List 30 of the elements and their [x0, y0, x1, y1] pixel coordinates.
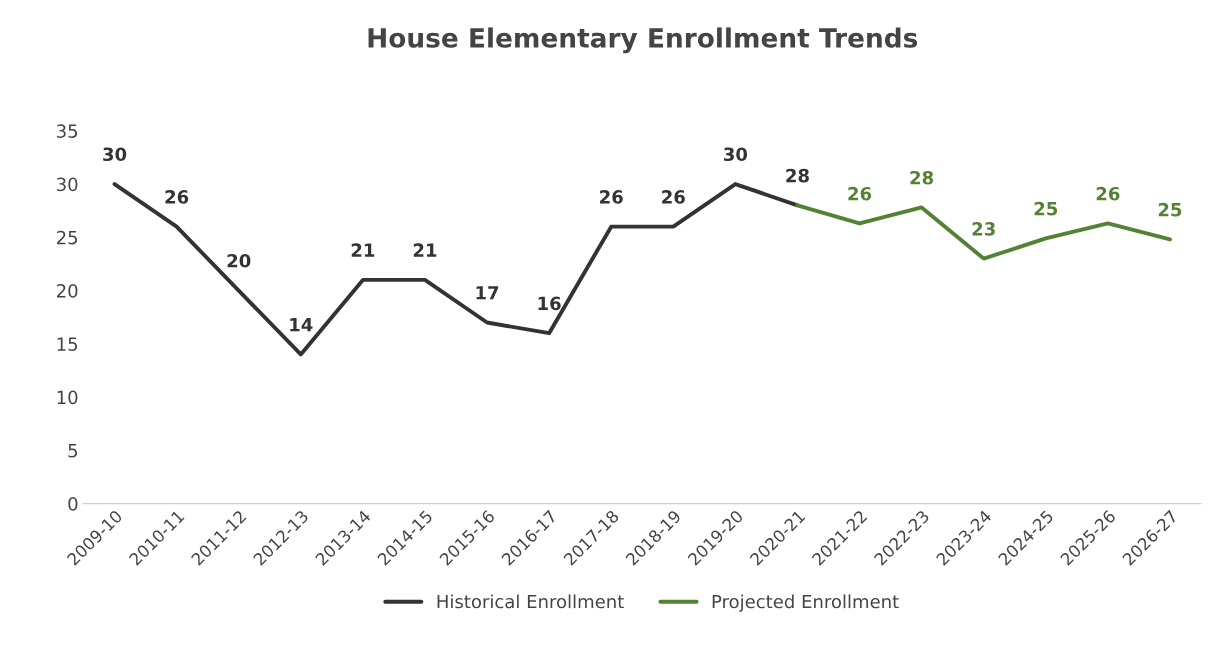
y-tick-label: 10 — [57, 390, 78, 405]
y-tick-label: 20 — [56, 284, 78, 298]
data-label: 30 — [724, 147, 748, 162]
data-label: 14 — [290, 318, 313, 332]
data-label: 26 — [600, 190, 623, 204]
y-tick-label: 5 — [68, 444, 78, 458]
data-label: 26 — [1096, 186, 1120, 201]
legend-label: Historical Enrollment — [437, 594, 624, 609]
chart-title: House Elementary Enrollment Trends — [368, 27, 918, 54]
y-tick-label: 25 — [56, 230, 78, 245]
data-label: 16 — [538, 296, 561, 311]
data-label: 26 — [848, 186, 872, 201]
data-label: 17 — [476, 286, 499, 300]
data-label: 26 — [165, 190, 189, 204]
data-label: 21 — [351, 243, 375, 257]
data-label: 21 — [413, 243, 437, 257]
line-series — [112, 182, 800, 357]
y-tick-label: 35 — [57, 124, 78, 138]
data-label: 28 — [910, 170, 934, 185]
data-label: 28 — [786, 168, 809, 183]
y-tick-label: 30 — [57, 177, 78, 192]
y-tick-label: 15 — [57, 337, 78, 351]
data-label: 30 — [103, 147, 127, 162]
legend-label: Projected Enrollment — [712, 594, 899, 612]
y-tick-label: 0 — [68, 497, 78, 511]
data-label: 23 — [972, 222, 995, 236]
data-label: 26 — [662, 190, 685, 204]
data-label: 20 — [227, 253, 251, 268]
data-label: 25 — [1158, 202, 1182, 217]
data-label: 25 — [1034, 201, 1058, 216]
